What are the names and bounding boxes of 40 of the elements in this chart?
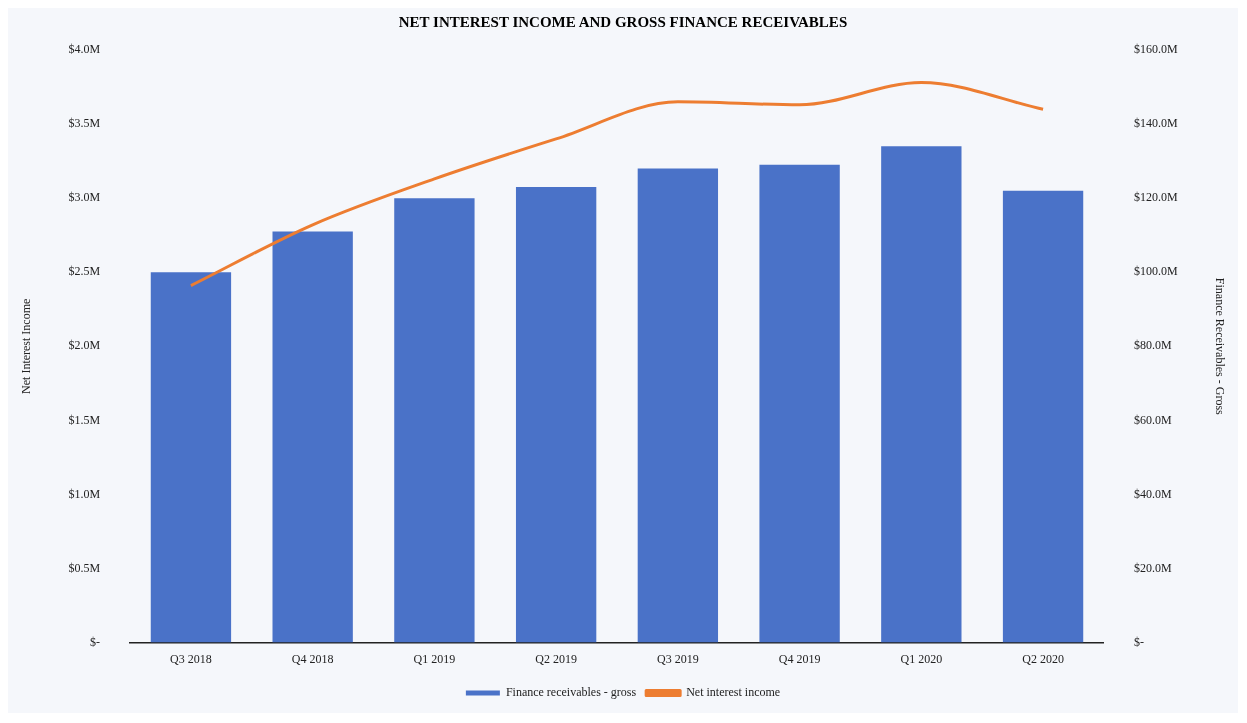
y2-tick-label: $20.0M (1133, 560, 1172, 575)
legend-label: Finance receivables - gross (505, 685, 637, 700)
y-tick-label: $2.5M (68, 264, 101, 279)
y-tick-label: $3.0M (68, 190, 101, 205)
y2-tick-label: $140.0M (1133, 116, 1178, 131)
x-tick-label: Q3 2018 (170, 651, 212, 666)
bar (881, 146, 962, 643)
x-tick-label: Q4 2019 (778, 651, 821, 666)
y-tick-label: $4.0M (68, 42, 101, 57)
y2-axis-title: Finance Receivables - Gross (1212, 277, 1227, 416)
y-tick-label: $3.5M (68, 116, 101, 131)
y-tick-label: $- (90, 634, 101, 649)
y-axis-title: Net Interest Income (19, 298, 34, 394)
bar (759, 164, 840, 643)
y2-tick-label: $40.0M (1133, 486, 1172, 501)
x-tick-label: Q2 2019 (535, 651, 577, 666)
bar (515, 187, 597, 643)
line-series (189, 81, 1045, 288)
bar (1002, 190, 1084, 643)
y2-tick-label: $160.0M (1133, 42, 1178, 57)
x-tick-label: Q2 2020 (1022, 651, 1064, 666)
x-tick-label: Q1 2019 (413, 651, 456, 666)
bar (637, 168, 719, 643)
x-tick-label: Q3 2019 (657, 651, 699, 666)
bar (272, 231, 353, 643)
y-tick-label: $2.0M (68, 338, 101, 353)
y-tick-label: $1.5M (68, 412, 101, 427)
legend-label: Net interest income (686, 685, 781, 700)
x-tick-label: Q1 2020 (900, 651, 943, 666)
y2-tick-label: $- (1133, 634, 1144, 649)
y2-tick-label: $80.0M (1133, 338, 1172, 353)
y2-tick-label: $120.0M (1133, 190, 1178, 205)
y2-tick-label: $60.0M (1133, 412, 1172, 427)
bar (150, 272, 232, 643)
bar (394, 198, 475, 643)
x-tick-label: Q4 2018 (291, 651, 334, 666)
y-tick-label: $1.0M (68, 486, 101, 501)
y2-tick-label: $100.0M (1133, 264, 1178, 279)
y-tick-label: $0.5M (68, 560, 101, 575)
chart-title: NET INTEREST INCOME AND GROSS FINANCE RECEIVABLES (398, 13, 848, 30)
